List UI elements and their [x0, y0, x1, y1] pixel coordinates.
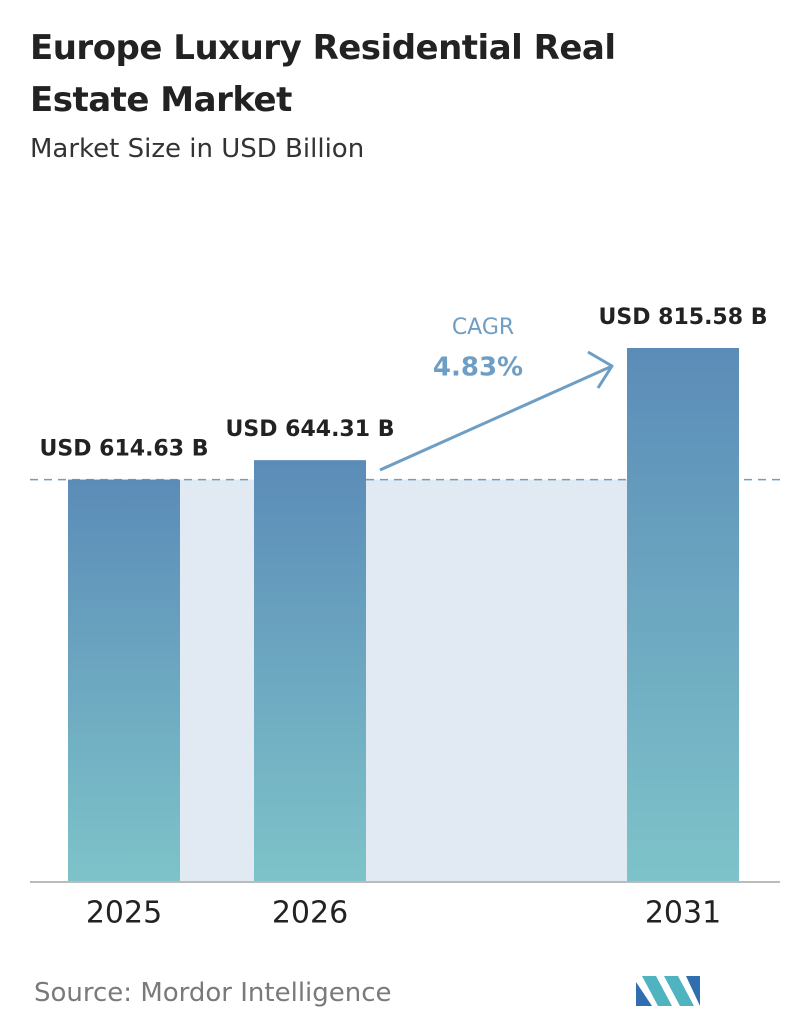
x-tick-label: 2025	[86, 896, 162, 931]
logo	[636, 976, 700, 1006]
cagr-arrowhead	[587, 350, 614, 389]
bar	[68, 479, 180, 882]
cagr-arrow	[379, 365, 611, 472]
x-tick-label: 2031	[645, 896, 721, 931]
chart-subtitle: Market Size in USD Billion	[30, 134, 365, 164]
source: Source: Mordor Intelligence	[34, 978, 392, 1008]
value-label: USD 614.63 B	[40, 437, 209, 462]
value-label: USD 644.31 B	[226, 417, 395, 442]
cagr-value: 4.83%	[433, 353, 523, 383]
x-tick-label: 2026	[272, 896, 348, 931]
chart-title: Europe Luxury Residential Real Estate Ma…	[30, 28, 616, 120]
value-label: USD 815.58 B	[599, 305, 768, 330]
bar	[254, 460, 366, 882]
bar	[627, 348, 739, 882]
cagr-label: CAGR	[452, 315, 514, 340]
